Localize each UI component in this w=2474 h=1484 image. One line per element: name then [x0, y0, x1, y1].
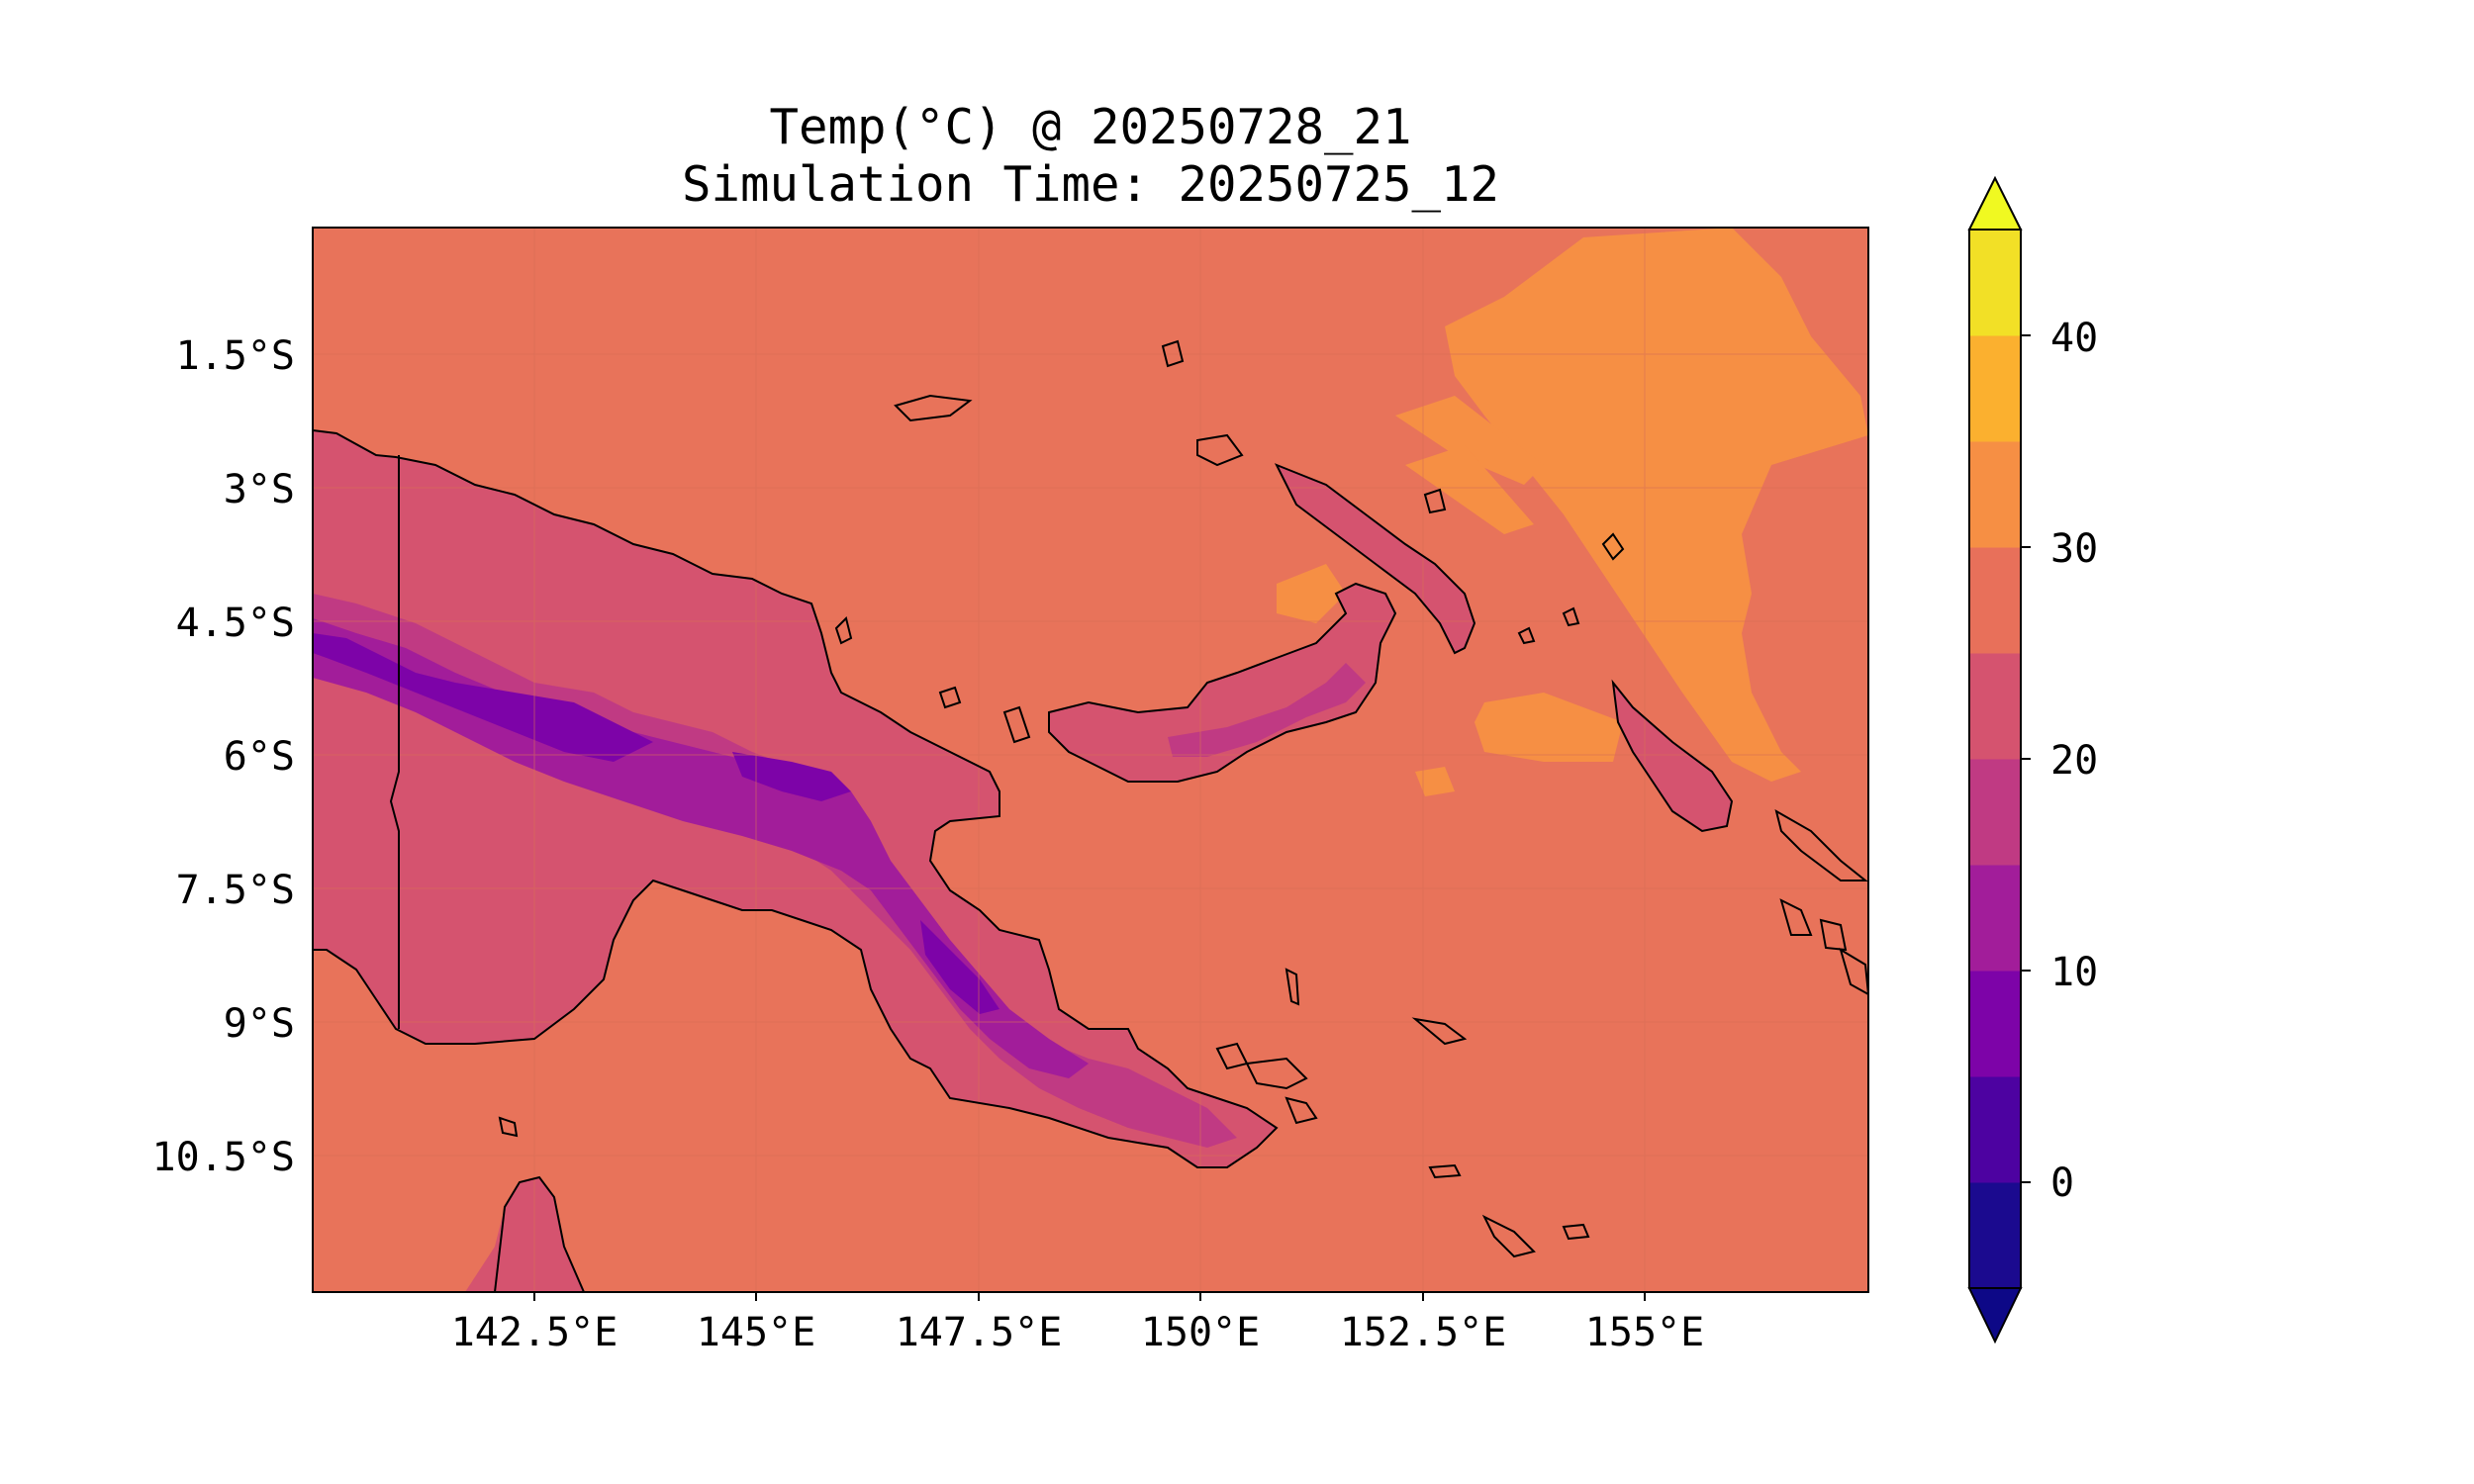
colorbar-tick-label: 0: [2050, 1160, 2075, 1206]
colorbar-segment: [1969, 547, 2021, 654]
lat-tick-label: 9°S: [223, 1001, 295, 1047]
colorbar-tick-label: 30: [2050, 526, 2099, 572]
new-britain-hills: [1168, 663, 1366, 757]
island-s: [498, 1116, 519, 1138]
lon-tick-label: 150°E: [1140, 1310, 1261, 1355]
colorbar-segment: [1969, 1076, 2021, 1183]
colorbar-segment: [1969, 230, 2021, 336]
island-i: [1285, 1096, 1318, 1125]
island-b: [1161, 339, 1185, 368]
map-title: Temp(°C) @ 20250728_21: [769, 99, 1412, 155]
island-q: [1819, 918, 1848, 952]
island-c: [834, 616, 853, 645]
lon-tick-label: 142.5°E: [450, 1310, 618, 1355]
bougainville-land: [1613, 683, 1732, 831]
lat-tick-label: 4.5°S: [175, 601, 295, 646]
island-k: [1481, 1214, 1536, 1258]
manus-coast: [894, 394, 973, 422]
map-subtitle: Simulation Time: 20250725_12: [681, 156, 1499, 213]
colorbar-segment: [1969, 653, 2021, 760]
colorbar-tick-label: 40: [2050, 316, 2099, 361]
country-border: [389, 455, 400, 1029]
highlands-5-10-b: [732, 752, 851, 801]
colorbar-segment: [1969, 441, 2021, 548]
lon-tick-label: 145°E: [696, 1310, 816, 1355]
island-t: [1601, 532, 1625, 561]
colorbar-segment: [1969, 865, 2021, 972]
island-u: [1517, 626, 1536, 645]
lat-tick-label: 3°S: [223, 467, 295, 512]
island-v: [1562, 606, 1580, 627]
colorbar: [1967, 175, 2031, 1345]
island-p: [1779, 898, 1813, 936]
colorbar-ticks: [2021, 334, 2031, 1183]
coastlines: [313, 339, 1868, 1292]
island-m: [1428, 1163, 1462, 1179]
new-britain-coast: [1048, 582, 1397, 783]
island-l: [1562, 1223, 1590, 1241]
lat-tick-label: 7.5°S: [175, 868, 295, 913]
island-f: [1423, 488, 1447, 514]
colorbar-under-arrow: [1967, 1287, 2023, 1345]
island-n: [1285, 968, 1300, 1006]
cape-york-land: [465, 1177, 584, 1292]
highlands-5-10-c: [920, 920, 999, 1014]
warm-sea-patch-1: [1475, 693, 1623, 762]
island-o: [1774, 808, 1868, 881]
island-a: [1196, 433, 1244, 467]
warm-sea-region: [1445, 228, 1868, 782]
island-j: [1411, 1017, 1468, 1046]
colorbar-segment: [1969, 759, 2021, 866]
island-h: [1245, 1057, 1308, 1090]
map-plot-area: [313, 228, 1868, 1292]
map-frame-border: [312, 227, 1869, 1293]
island-d: [938, 686, 962, 709]
new-ireland-land: [1277, 465, 1475, 653]
lon-tick-label: 147.5°E: [895, 1310, 1063, 1355]
bougainville-coast: [1611, 679, 1734, 833]
warm-sea-streak-2: [1405, 445, 1534, 534]
colorbar-segment: [1969, 971, 2021, 1077]
new-britain-land: [1049, 584, 1395, 782]
colorbar-tick-label: 20: [2050, 738, 2099, 784]
new-guinea-coast: [313, 429, 1279, 1168]
island-e: [1002, 705, 1031, 744]
lat-tick-label: 1.5°S: [175, 333, 295, 379]
warm-sea-patch-3: [1415, 767, 1455, 796]
new-ireland-coast: [1274, 463, 1476, 655]
colorbar-segment: [1969, 1182, 2021, 1289]
colorbar-segments: [1969, 230, 2021, 1289]
lat-tick-label: 6°S: [223, 734, 295, 780]
highlands-10-15: [313, 618, 1089, 1078]
lon-tick-label: 155°E: [1584, 1310, 1705, 1355]
colorbar-over-arrow: [1967, 175, 2023, 231]
warm-sea-streak-1: [1395, 396, 1544, 485]
colorbar-segment: [1969, 335, 2021, 442]
island-r: [1839, 947, 1868, 996]
lat-tick-label: 10.5°S: [151, 1135, 296, 1180]
axis-ticks: [533, 1292, 1646, 1301]
warm-sea-patch-2: [1277, 564, 1346, 623]
gridlines: [313, 228, 1868, 1292]
cape-york-coast: [494, 1175, 585, 1292]
lon-tick-label: 152.5°E: [1339, 1310, 1507, 1355]
colorbar-tick-label: 10: [2050, 950, 2099, 995]
